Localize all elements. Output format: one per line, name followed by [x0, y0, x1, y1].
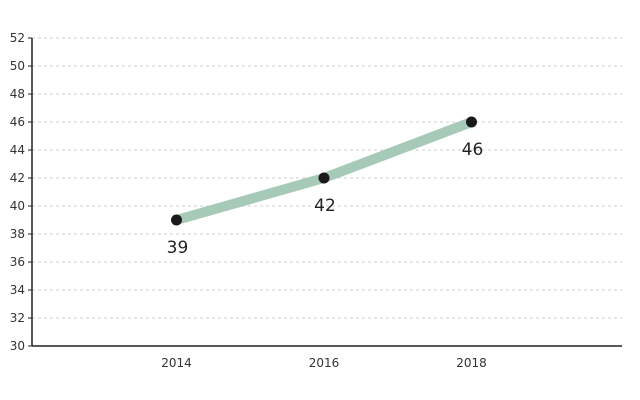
- data-point: [318, 172, 330, 184]
- gridlines: [32, 37, 622, 319]
- y-tick-label: 42: [10, 171, 25, 185]
- y-tick-label: 44: [10, 143, 25, 157]
- data-labels: 39 42 46: [167, 140, 484, 258]
- y-tick-label: 48: [10, 87, 25, 101]
- series-layer: [171, 116, 477, 226]
- x-tick-label: 2018: [456, 356, 487, 370]
- y-tick-label: 32: [10, 311, 25, 325]
- y-tick-label: 34: [10, 283, 25, 297]
- data-point: [171, 214, 182, 226]
- data-label: 42: [314, 196, 336, 216]
- y-tick-label: 38: [10, 227, 25, 241]
- y-tick-label: 40: [10, 199, 25, 213]
- y-tick-label: 46: [10, 115, 25, 129]
- y-tick-label: 52: [10, 31, 25, 45]
- data-label: 39: [167, 238, 189, 258]
- y-tick-label: 50: [10, 59, 25, 73]
- data-point: [466, 116, 477, 128]
- y-axis: 30 32 34 36 38 40 42 44 46 48 50 52: [10, 31, 33, 353]
- x-tick-label: 2014: [161, 356, 192, 370]
- x-axis: 2014 2016 2018: [32, 345, 622, 370]
- y-tick-label: 30: [10, 339, 25, 353]
- y-tick-label: 36: [10, 255, 25, 269]
- x-tick-label: 2016: [309, 356, 340, 370]
- data-label: 46: [462, 140, 484, 160]
